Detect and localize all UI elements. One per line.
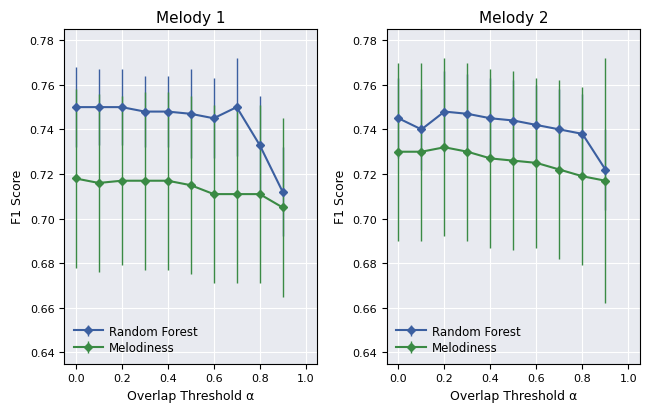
Y-axis label: F1 Score: F1 Score (334, 170, 347, 224)
Y-axis label: F1 Score: F1 Score (11, 170, 24, 224)
X-axis label: Overlap Threshold α: Overlap Threshold α (127, 389, 255, 402)
Title: Melody 1: Melody 1 (156, 11, 225, 26)
Legend: Random Forest, Melodiness: Random Forest, Melodiness (70, 321, 201, 358)
Legend: Random Forest, Melodiness: Random Forest, Melodiness (393, 321, 524, 358)
Title: Melody 2: Melody 2 (478, 11, 548, 26)
X-axis label: Overlap Threshold α: Overlap Threshold α (450, 389, 577, 402)
